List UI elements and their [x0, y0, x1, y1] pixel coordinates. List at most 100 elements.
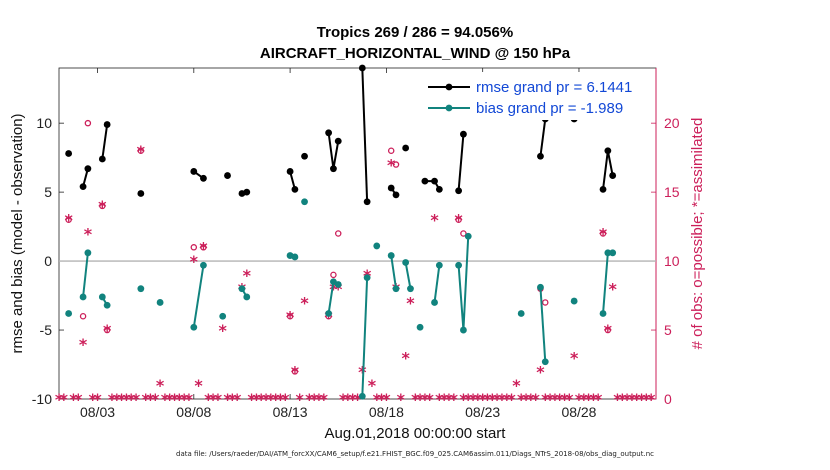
bias-line-segment [433, 265, 441, 303]
bias-point [402, 259, 410, 266]
obs-assimilated-marker: * [166, 390, 175, 409]
obs-possible-marker [65, 216, 72, 223]
obs-assimilated-marker: * [454, 211, 463, 230]
bias-point [65, 310, 73, 317]
obs-assimilated-marker: * [113, 390, 122, 409]
bias-point [219, 312, 227, 320]
y-right-tick-label: 20 [664, 115, 680, 131]
rmse-point [334, 137, 342, 145]
obs-assimilated-marker: * [522, 390, 531, 409]
obs-assimilated-marker: * [127, 390, 136, 409]
obs-possible-marker [542, 299, 549, 306]
obs-assimilated-marker: * [267, 390, 276, 409]
obs-assimilated-marker: * [98, 197, 107, 216]
rmse-point [455, 187, 463, 195]
obs-possible-marker [291, 368, 299, 375]
bias-point [373, 242, 381, 250]
x-tick-label: 08/23 [465, 404, 500, 420]
rmse-point [402, 144, 410, 152]
x-tick-label: 08/08 [176, 404, 211, 420]
bias-point [464, 232, 472, 240]
rmse-point [609, 172, 617, 179]
bias-point [599, 310, 607, 317]
bias-point [301, 198, 308, 206]
obs-assimilated-marker: * [103, 321, 112, 340]
obs-assimilated-marker: * [180, 390, 189, 409]
obs-possible-marker [455, 216, 462, 223]
obs-assimilated-marker: * [551, 390, 560, 409]
y-left-tick-label: 5 [44, 184, 52, 200]
legend-box [424, 72, 652, 120]
obs-assimilated-marker: * [93, 390, 102, 409]
bias-point [541, 358, 549, 366]
obs-assimilated-marker: * [382, 390, 391, 409]
obs-assimilated-marker: * [204, 390, 213, 409]
legend-marker [445, 83, 453, 91]
bias-point [98, 293, 106, 301]
obs-assimilated-marker: * [223, 390, 232, 409]
obs-assimilated-marker: * [628, 390, 637, 409]
obs-assimilated-marker: * [199, 238, 208, 257]
rmse-point [421, 177, 429, 185]
obs-assimilated-marker: * [536, 362, 545, 381]
bias-point [435, 261, 443, 269]
rmse-line-segment [361, 67, 369, 202]
obs-assimilated-marker: * [281, 390, 290, 409]
obs-assimilated-marker: * [575, 390, 584, 409]
obs-assimilated-marker: * [339, 390, 348, 409]
rmse-point [286, 168, 294, 175]
obs-assimilated-marker: * [450, 390, 459, 409]
obs-assimilated-marker: * [271, 390, 280, 409]
bias-point [325, 310, 333, 317]
obs-assimilated-marker: * [498, 390, 507, 409]
obs-possible-marker [604, 326, 612, 334]
obs-assimilated-marker: * [594, 390, 603, 409]
rmse-point [431, 177, 438, 185]
y-right-axis-label: # of obs: o=possible; *=assimilated [689, 118, 706, 350]
bias-point [156, 299, 164, 306]
obs-assimilated-marker: * [137, 142, 146, 161]
obs-possible-marker [387, 147, 395, 154]
obs-assimilated-marker: * [228, 390, 237, 409]
bias-point [243, 293, 251, 301]
rmse-point [325, 129, 333, 137]
obs-assimilated-marker: * [556, 390, 565, 409]
x-tick-label: 08/13 [273, 404, 308, 420]
obs-assimilated-marker: * [214, 390, 223, 409]
bias-point [334, 281, 342, 288]
obs-assimilated-marker: * [459, 390, 468, 409]
rmse-point [387, 184, 395, 192]
obs-assimilated-marker: * [565, 390, 574, 409]
obs-assimilated-marker: * [623, 390, 632, 409]
bias-point [200, 261, 207, 269]
y-right-tick-label: 10 [664, 253, 680, 269]
obs-assimilated-marker: * [185, 390, 194, 409]
obs-assimilated-marker: * [637, 390, 646, 409]
bias-point [609, 249, 617, 257]
obs-assimilated-marker: * [445, 390, 454, 409]
obs-assimilated-marker: * [377, 390, 386, 409]
obs-assimilated-marker: * [527, 390, 536, 409]
x-tick-label: 08/03 [80, 404, 115, 420]
obs-assimilated-marker: * [74, 390, 83, 409]
obs-assimilated-marker: * [570, 349, 579, 368]
bias-point [604, 249, 612, 257]
obs-assimilated-marker: * [170, 390, 179, 409]
bias-point [137, 285, 145, 293]
rmse-point [301, 152, 308, 160]
obs-assimilated-marker: * [108, 390, 117, 409]
obs-assimilated-marker: * [599, 225, 608, 244]
x-tick-label: 08/28 [561, 404, 596, 420]
obs-assimilated-marker: * [618, 390, 627, 409]
rmse-point [137, 190, 145, 197]
obs-assimilated-marker: * [464, 390, 473, 409]
obs-assimilated-marker: * [440, 390, 449, 409]
obs-assimilated-marker: * [546, 390, 555, 409]
obs-assimilated-marker: * [613, 390, 622, 409]
obs-assimilated-marker: * [310, 390, 319, 409]
obs-assimilated-marker: * [296, 390, 305, 409]
obs-assimilated-marker: * [161, 390, 170, 409]
data-file-footnote: data file: /Users/raeder/DAI/ATM_forcXX/… [176, 450, 654, 458]
obs-assimilated-marker: * [262, 390, 271, 409]
obs-assimilated-marker: * [276, 390, 285, 409]
